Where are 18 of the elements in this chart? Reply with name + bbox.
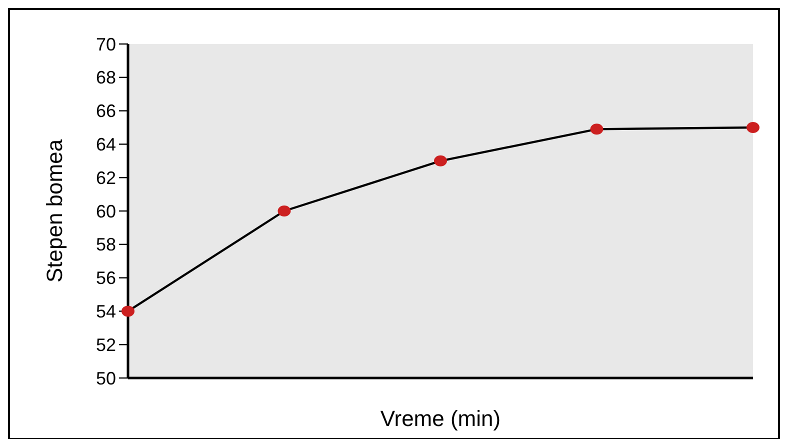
point [434,155,447,166]
y-tick-label: 50 [96,368,116,388]
y-tick-label: 60 [96,201,116,222]
point [590,124,604,135]
point [746,122,760,133]
y-tick-label: 62 [96,168,116,188]
y-tick-label: 52 [96,334,116,355]
y-tick-label: 64 [96,134,116,154]
y-axis-title: Stepen bomea [42,138,67,283]
y-tick-label: 54 [96,302,116,322]
y-tick-label: 68 [96,68,116,88]
x-axis-title: Vreme (min) [380,406,501,431]
point [122,306,134,317]
y-tick-label: 66 [96,101,116,122]
point [278,206,291,216]
y-tick-label: 56 [96,268,116,288]
y-tick-label: 70 [96,34,116,54]
y-tick-label: 58 [96,234,116,255]
